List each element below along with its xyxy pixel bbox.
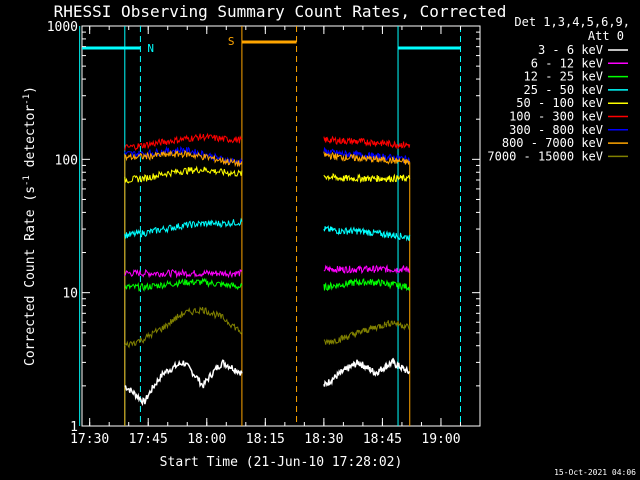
x-tick-label: 18:30 [304,432,343,447]
legend-label: 6 - 12 keV [531,56,603,70]
legend-label: 3 - 6 keV [538,43,603,57]
series-line-6-12kev-seg1 [323,264,410,275]
x-tick-label: 18:15 [246,432,285,447]
series-line-800-7000kev-seg0 [124,149,243,168]
legend-label: 7000 - 15000 keV [487,149,603,163]
series-line-6-12kev-seg0 [124,268,243,279]
series-line-12-25kev-seg0 [124,277,243,292]
flags-layer: NS [79,26,461,426]
x-tick-label: 18:00 [187,432,226,447]
legend-label: 12 - 25 keV [524,70,603,84]
series-line-50-100kev-seg0 [124,165,243,184]
x-tick-label: 17:45 [129,432,168,447]
series-line-800-7000kev-seg1 [323,151,410,165]
x-axis-ticks: 17:30 17:45 18:00 18:15 18:30 18:45 19:00 [70,26,461,447]
series-line-3-6kev-seg0 [124,359,243,407]
series-line-7000-15000kev-seg1 [323,320,411,345]
y-tick-label: 10 [62,287,78,302]
y-axis-label-sup2: -1 [22,94,32,105]
series-line-25-50kev-seg0 [124,217,243,239]
series-line-25-50kev-seg1 [323,225,411,242]
series-line-12-25kev-seg1 [323,277,411,292]
series-line-100-300kev-seg1 [323,135,411,150]
legend-label: 50 - 100 keV [516,96,603,110]
series-line-100-300kev-seg0 [124,132,243,151]
series-line-7000-15000kev-seg0 [124,306,243,349]
legend-label: 800 - 7000 keV [502,136,603,150]
series-line-50-100kev-seg1 [323,172,411,184]
y-axis-ticks: 1 10 100 1000 [47,20,480,435]
legend-title-line1: Det 1,3,4,5,6,9, [514,15,630,29]
legend-label: 25 - 50 keV [524,83,603,97]
plot-frame [81,25,481,427]
x-axis-label: Start Time (21-Jun-10 17:28:02) [160,455,403,470]
y-tick-label: 100 [55,153,78,168]
series-line-3-6kev-seg1 [323,357,411,387]
legend-title-line2: Att 0 [588,29,624,43]
series-layer [124,132,411,407]
y-axis-label-mid: detector [23,105,38,176]
saa-flag-label: S [228,35,235,48]
x-tick-label: 17:30 [70,432,109,447]
x-tick-label: 18:45 [363,432,402,447]
y-axis-label-end: ) [23,86,38,94]
y-tick-label: 1 [70,420,78,435]
chart-title: RHESSI Observing Summary Count Rates, Co… [54,2,507,21]
y-axis-label: Corrected Count Rate (s-1 detector-1) [22,86,38,366]
y-tick-label: 1000 [47,20,78,35]
y-axis-label-main: Corrected Count Rate (s [23,186,38,366]
x-tick-label: 19:00 [421,432,460,447]
night-flag-label: N [147,42,154,55]
legend-label: 300 - 800 keV [509,123,603,137]
footer-timestamp: 15-Oct-2021 04:06 [554,468,636,477]
y-axis-label-sup1: -1 [22,175,32,186]
legend-label: 100 - 300 keV [509,110,603,124]
